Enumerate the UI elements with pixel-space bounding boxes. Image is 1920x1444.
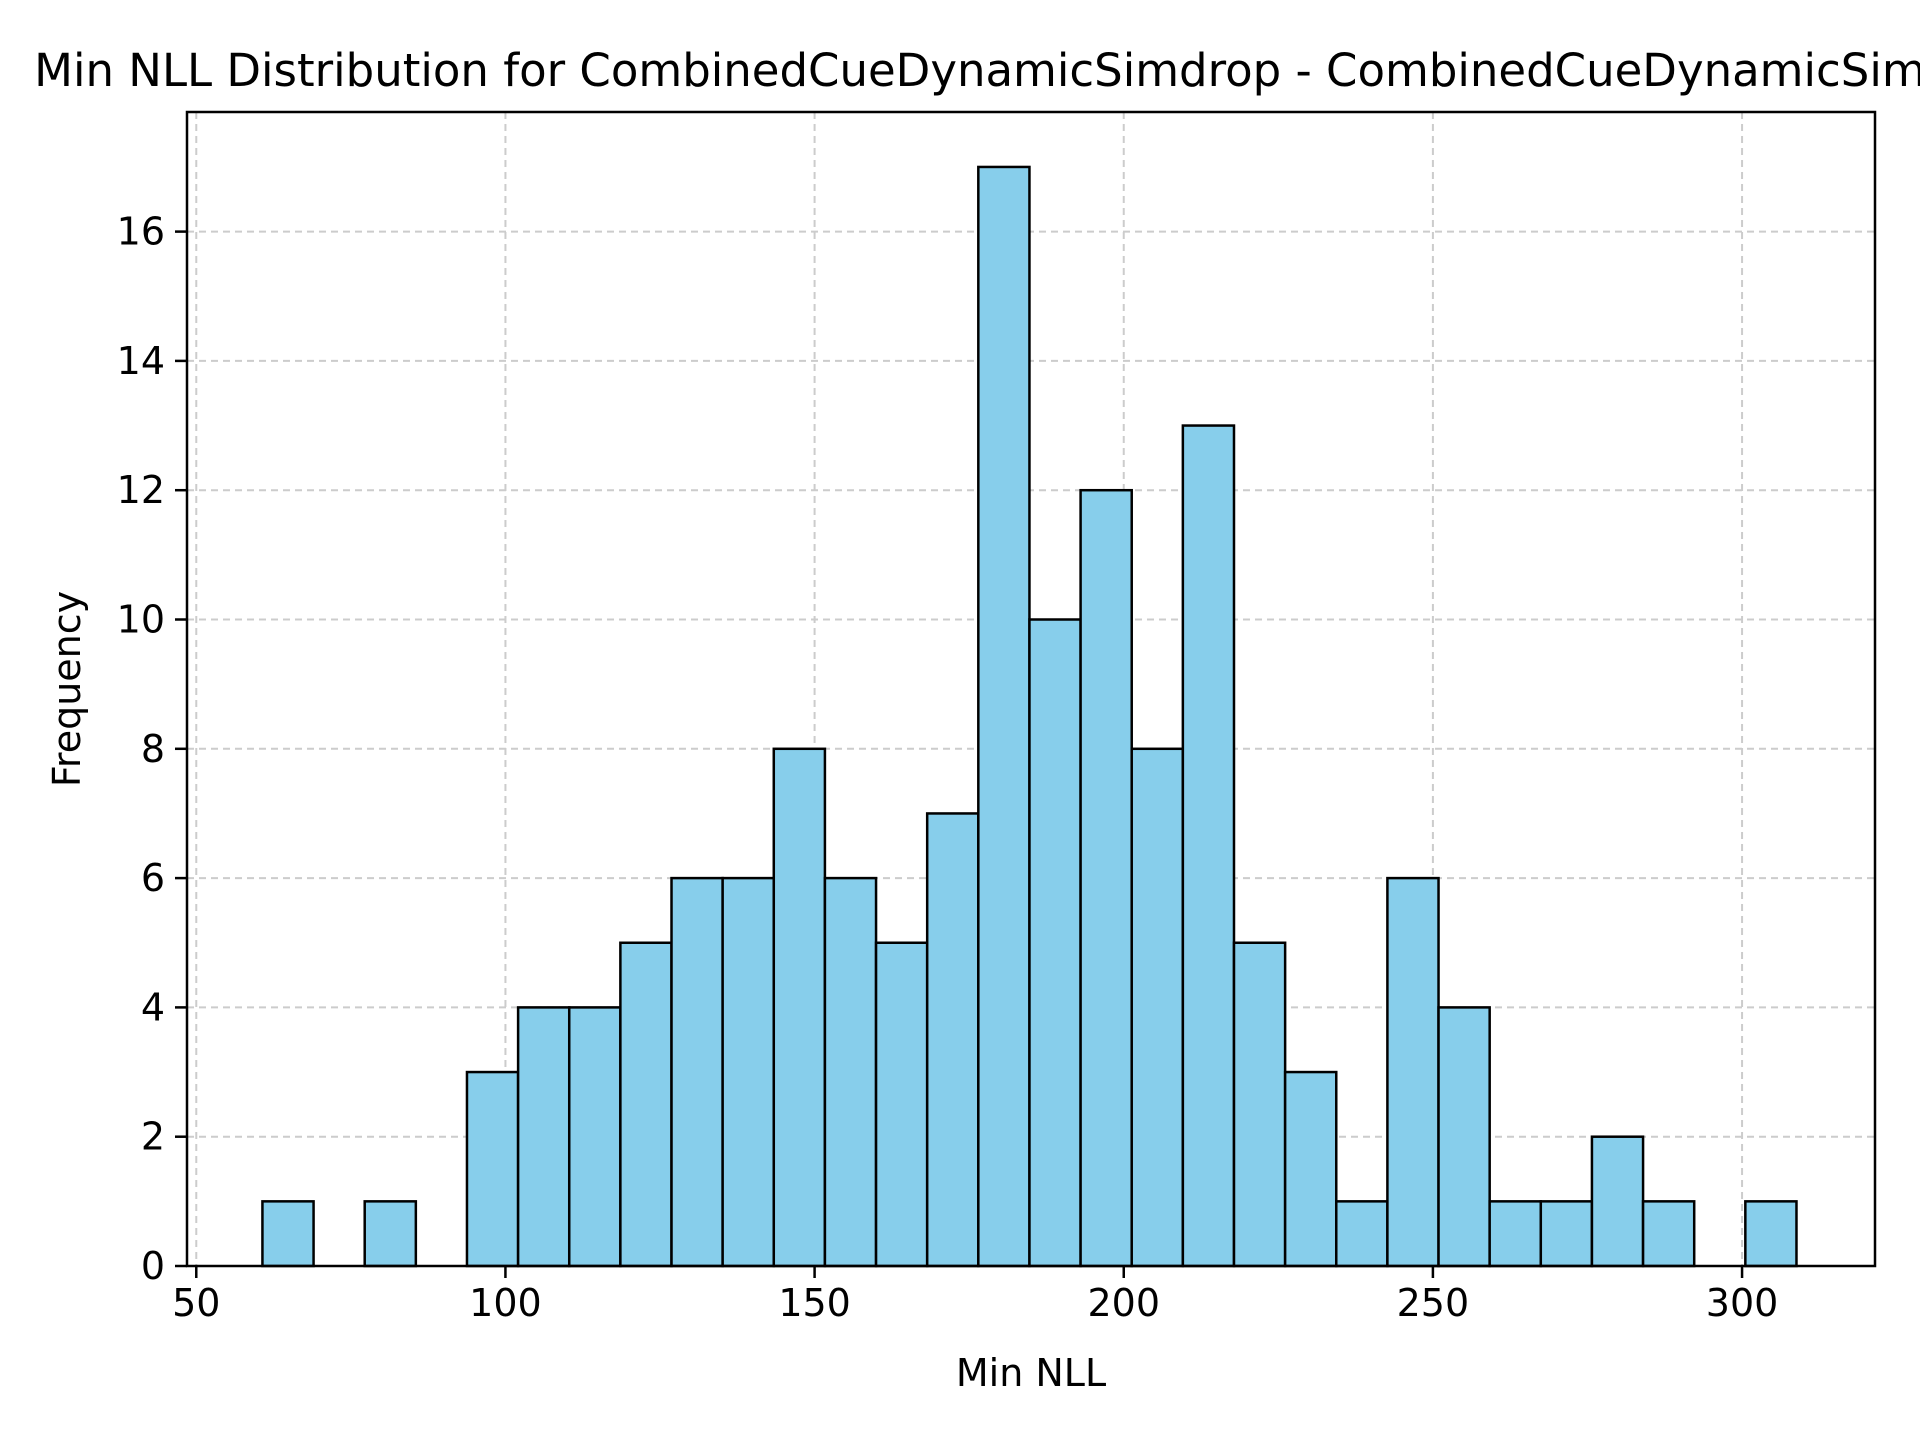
x-tick-label: 200 <box>1087 1281 1160 1325</box>
x-tick-label: 300 <box>1706 1281 1779 1325</box>
histogram-bar <box>925 812 980 1268</box>
y-tick-label: 14 <box>117 339 165 383</box>
histogram-bar <box>1437 1006 1491 1268</box>
y-tick-label: 0 <box>141 1244 165 1288</box>
histogram-bar <box>1641 1200 1696 1268</box>
histogram-bar <box>1386 876 1440 1268</box>
x-axis-ticks: 50 100 150 200 250 300 <box>172 1266 1778 1325</box>
histogram-bar <box>1744 1200 1798 1268</box>
x-tick-label: 100 <box>469 1281 542 1325</box>
histogram-bars <box>261 165 1798 1268</box>
histogram-bar <box>1079 488 1133 1268</box>
histogram-bar <box>1181 424 1236 1268</box>
y-tick-label: 12 <box>117 468 165 512</box>
y-axis-label: Frequency <box>45 591 89 787</box>
histogram-bar <box>261 1200 315 1268</box>
histogram-bar <box>1488 1200 1543 1268</box>
histogram-bar <box>1539 1200 1594 1268</box>
x-tick-label: 250 <box>1397 1281 1470 1325</box>
x-axis-label: Min NLL <box>956 1351 1106 1395</box>
histogram-bar <box>1130 747 1185 1268</box>
histogram-bar <box>874 941 929 1268</box>
histogram-bar <box>1590 1135 1645 1268</box>
histogram-bar <box>465 1070 520 1268</box>
y-axis-ticks: 0 2 4 6 8 10 12 14 16 <box>117 210 187 1288</box>
x-tick-label: 50 <box>172 1281 220 1325</box>
histogram-bar <box>1028 618 1082 1268</box>
y-tick-label: 2 <box>141 1115 165 1159</box>
histogram-bar <box>977 165 1031 1268</box>
histogram-bar <box>721 876 776 1268</box>
y-tick-label: 4 <box>141 985 165 1029</box>
histogram-bar <box>772 747 827 1268</box>
y-tick-label: 8 <box>141 727 165 771</box>
histogram-bar <box>619 941 673 1268</box>
chart-title: Min NLL Distribution for CombinedCueDyna… <box>34 44 1920 97</box>
histogram-bar <box>1283 1070 1338 1268</box>
histogram-bar <box>1232 941 1287 1268</box>
histogram-bar <box>363 1200 418 1268</box>
histogram-bar <box>1335 1200 1389 1268</box>
histogram-bar <box>567 1006 622 1268</box>
plot-area-frame <box>185 110 1877 1268</box>
histogram-bar <box>516 1006 571 1268</box>
x-tick-label: 150 <box>778 1281 851 1325</box>
y-tick-label: 6 <box>141 856 165 900</box>
y-tick-label: 10 <box>117 598 165 642</box>
y-tick-label: 16 <box>117 210 165 254</box>
grid-lines <box>187 112 1875 1267</box>
histogram-bar <box>670 876 724 1268</box>
histogram-bar <box>823 876 878 1268</box>
